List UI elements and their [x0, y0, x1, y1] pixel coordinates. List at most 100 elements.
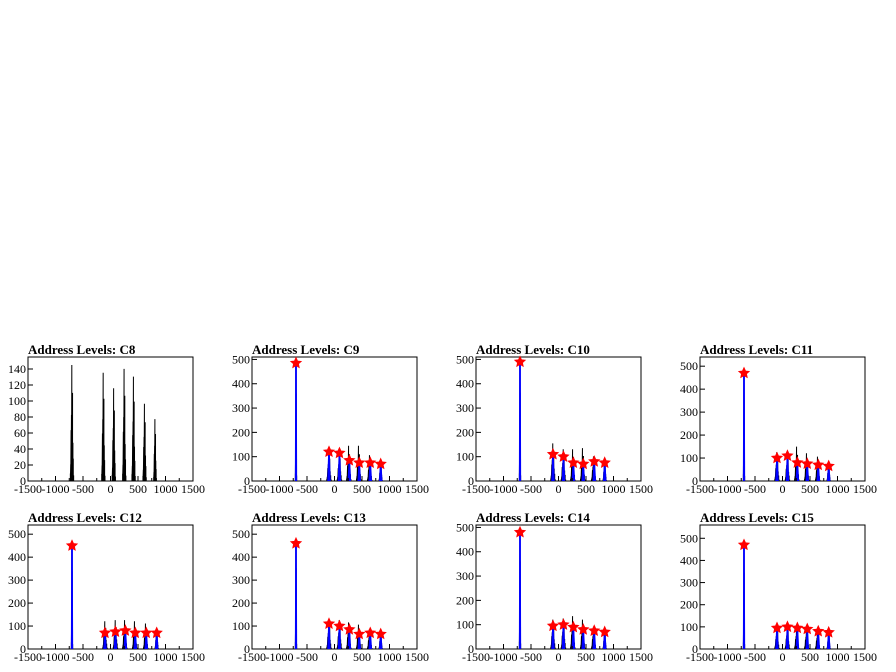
- peak-marker-star: [343, 453, 356, 466]
- histogram-peak: [122, 368, 127, 482]
- peak-marker-star: [598, 625, 611, 638]
- peak-marker-star: [598, 456, 611, 468]
- chart-title: Address Levels: C13: [252, 510, 366, 525]
- x-tick-label: 1000: [826, 482, 850, 496]
- histogram-peak: [153, 419, 157, 482]
- y-tick-label: 500: [456, 520, 474, 534]
- x-tick-label: 0: [780, 482, 786, 496]
- x-tick-label: -1500: [14, 482, 42, 496]
- peak-marker-star: [289, 536, 303, 549]
- y-tick-label: 200: [8, 596, 26, 610]
- y-tick-label: 80: [14, 410, 26, 424]
- histogram-panel: Address Levels: C12 0 100 200 300 400 500 -1500…: [8, 510, 205, 664]
- y-tick-label: 200: [456, 425, 474, 439]
- chart-title: Address Levels: C14: [476, 510, 590, 525]
- x-tick-label: 1500: [181, 650, 205, 664]
- x-tick-label: -1500: [238, 482, 266, 496]
- y-tick-label: 0: [244, 474, 250, 488]
- peak-marker-star: [364, 456, 377, 468]
- y-tick-label: 300: [680, 576, 698, 590]
- y-tick-label: 20: [14, 458, 26, 472]
- y-tick-label: 100: [456, 450, 474, 464]
- histogram-panel: Address Levels: C8 0 20 40 60 80 100 120 140 -150…: [8, 342, 205, 496]
- y-tick-label: 500: [680, 531, 698, 545]
- histogram-peak: [111, 388, 116, 482]
- x-tick-label: -500: [296, 650, 318, 664]
- plot-frame: [699, 356, 866, 482]
- x-tick-label: -500: [296, 482, 318, 496]
- histogram-panel: Address Levels: C11 0 100 200 300 400 500 -1500…: [680, 342, 877, 496]
- x-tick-label: 1500: [853, 650, 877, 664]
- y-tick-label: 0: [468, 642, 474, 656]
- peak-marker-star: [322, 617, 336, 629]
- x-tick-label: 1500: [405, 482, 429, 496]
- y-tick-label: 0: [468, 474, 474, 488]
- peak-marker-star: [791, 621, 804, 634]
- x-tick-label: -1500: [462, 650, 490, 664]
- peak-marker-star: [737, 366, 751, 379]
- peak-marker-star: [546, 447, 560, 460]
- x-tick-label: -1500: [462, 482, 490, 496]
- histogram-panel: Address Levels: C10 0 100 200 300 400 500 -1500…: [456, 342, 653, 496]
- x-tick-label: -1500: [686, 650, 714, 664]
- y-tick-label: 500: [232, 527, 250, 541]
- x-tick-label: 0: [556, 650, 562, 664]
- peak-marker-star: [770, 451, 784, 464]
- x-tick-label: -500: [72, 650, 94, 664]
- y-tick-label: 400: [232, 377, 250, 391]
- y-tick-label: 0: [244, 642, 250, 656]
- x-tick-label: 1000: [154, 650, 178, 664]
- y-tick-label: 100: [232, 619, 250, 633]
- plot-frame: [251, 524, 418, 650]
- histogram-peak: [142, 403, 147, 482]
- x-tick-label: 0: [556, 482, 562, 496]
- plot-frame: [475, 524, 642, 650]
- peak-marker-star: [289, 356, 303, 369]
- y-tick-label: 400: [680, 382, 698, 396]
- chart-title: Address Levels: C8: [28, 342, 136, 357]
- peak-marker-star: [822, 459, 835, 472]
- x-tick-label: -500: [520, 650, 542, 664]
- peak-marker-star: [781, 449, 794, 461]
- peak-marker-star: [98, 626, 112, 639]
- x-tick-label: -1000: [42, 650, 70, 664]
- peak-marker-star: [801, 457, 814, 470]
- chart-title: Address Levels: C12: [28, 510, 142, 525]
- peak-marker-star: [801, 622, 814, 635]
- x-tick-label: -1000: [490, 650, 518, 664]
- y-tick-label: 100: [680, 620, 698, 634]
- chart-title: Address Levels: C9: [252, 342, 360, 357]
- peak-marker-star: [513, 525, 527, 538]
- x-tick-label: -1000: [42, 482, 70, 496]
- peak-marker-star: [812, 458, 825, 471]
- x-tick-label: -1000: [266, 650, 294, 664]
- x-tick-label: -500: [744, 650, 766, 664]
- chart-title: Address Levels: C15: [700, 510, 814, 525]
- chart-title: Address Levels: C11: [700, 342, 813, 357]
- peak-marker-star: [364, 626, 377, 639]
- peak-marker-star: [588, 624, 601, 636]
- x-tick-label: 500: [353, 482, 371, 496]
- x-tick-label: 1500: [181, 482, 205, 496]
- x-tick-label: 1500: [629, 482, 653, 496]
- peak-marker-star: [65, 539, 79, 551]
- y-tick-label: 0: [692, 474, 698, 488]
- peak-marker-star: [577, 623, 590, 635]
- x-tick-label: 500: [353, 650, 371, 664]
- x-tick-label: 1000: [826, 650, 850, 664]
- x-tick-label: -500: [744, 482, 766, 496]
- y-tick-label: 200: [232, 425, 250, 439]
- x-tick-label: 500: [577, 650, 595, 664]
- y-tick-label: 0: [692, 642, 698, 656]
- peak-marker-star: [513, 355, 527, 368]
- y-tick-label: 60: [14, 426, 26, 440]
- plot-frame: [475, 356, 642, 482]
- peak-marker-star: [333, 446, 346, 459]
- y-tick-label: 40: [14, 442, 26, 456]
- y-tick-label: 200: [456, 593, 474, 607]
- plot-frame: [699, 524, 866, 650]
- x-tick-label: 1000: [154, 482, 178, 496]
- x-tick-label: 500: [801, 650, 819, 664]
- y-tick-label: 100: [8, 394, 26, 408]
